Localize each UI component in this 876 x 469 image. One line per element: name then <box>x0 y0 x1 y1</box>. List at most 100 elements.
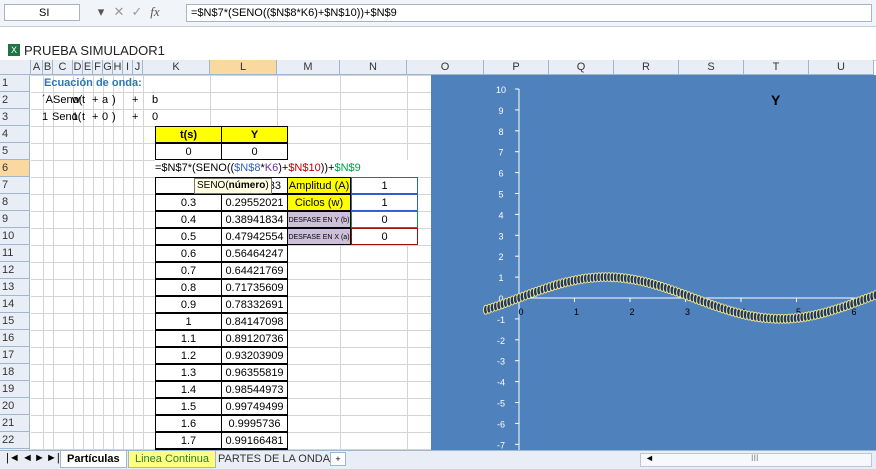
column-header-n[interactable]: N <box>340 60 407 75</box>
cell-y-15[interactable]: 0.9995736 <box>221 415 288 432</box>
cell-t-6[interactable]: 0.7 <box>155 262 222 279</box>
cell-t-5[interactable]: 0.6 <box>155 245 222 262</box>
row-header-9[interactable]: 9 <box>0 211 30 228</box>
column-header-l[interactable]: L <box>210 60 277 75</box>
row-header-2[interactable]: 2 <box>0 92 30 109</box>
prev-sheet-icon[interactable]: ◄ <box>22 452 33 464</box>
tab-particulas[interactable]: Partículas <box>60 451 127 468</box>
column-header-h[interactable]: H <box>113 60 123 75</box>
formula-input[interactable]: =$N$7*(SENO(($N$8*K6)+$N$10))+$N$9 <box>186 4 872 22</box>
cell-y-13[interactable]: 0.98544973 <box>221 381 288 398</box>
equation-value[interactable]: 1 <box>42 111 49 123</box>
last-sheet-icon[interactable]: ►| <box>46 452 60 464</box>
column-header-b[interactable]: B <box>43 60 53 75</box>
column-header-c[interactable]: C <box>53 60 73 75</box>
cell-y-5[interactable]: 0.56464247 <box>221 245 288 262</box>
row-header-16[interactable]: 16 <box>0 330 30 347</box>
row-header-11[interactable]: 11 <box>0 245 30 262</box>
row-header-14[interactable]: 14 <box>0 296 30 313</box>
equation-value[interactable]: + <box>132 111 139 123</box>
cell-y-7[interactable]: 0.71735609 <box>221 279 288 296</box>
cell-t-16[interactable]: 1.7 <box>155 432 222 449</box>
cancel-icon[interactable]: ✕ <box>113 4 125 19</box>
equation-value[interactable]: + <box>92 111 99 123</box>
cell-t-10[interactable]: 1.1 <box>155 330 222 347</box>
cell-t-11[interactable]: 1.2 <box>155 347 222 364</box>
row-header-18[interactable]: 18 <box>0 364 30 381</box>
param-value[interactable]: 0 <box>351 211 418 228</box>
equation-value[interactable]: Seno( <box>52 111 82 123</box>
tooltip-arg[interactable]: número <box>228 180 266 191</box>
cell-y-3[interactable]: 0.38941834 <box>221 211 288 228</box>
cell-t-14[interactable]: 1.5 <box>155 398 222 415</box>
column-header-k[interactable]: K <box>143 60 210 75</box>
header-y[interactable]: Y <box>221 126 288 143</box>
row-header-21[interactable]: 21 <box>0 415 30 432</box>
row-header-10[interactable]: 10 <box>0 228 30 245</box>
next-sheet-icon[interactable]: ► <box>34 452 45 464</box>
equation-value[interactable]: 1 <box>72 111 79 123</box>
cell-y-9[interactable]: 0.84147098 <box>221 313 288 330</box>
cell-t-12[interactable]: 1.3 <box>155 364 222 381</box>
fx-icon[interactable]: fx <box>150 4 160 19</box>
equation-value[interactable]: ) <box>112 111 116 123</box>
row-header-12[interactable]: 12 <box>0 262 30 279</box>
cell-t-3[interactable]: 0.4 <box>155 211 222 228</box>
column-header-f[interactable]: F <box>93 60 103 75</box>
cell-y-12[interactable]: 0.96355819 <box>221 364 288 381</box>
column-header-q[interactable]: Q <box>549 60 614 75</box>
row-header-17[interactable]: 17 <box>0 347 30 364</box>
column-header-g[interactable]: G <box>103 60 113 75</box>
cell-y-11[interactable]: 0.93203909 <box>221 347 288 364</box>
first-sheet-icon[interactable]: |◄ <box>6 452 20 464</box>
name-box[interactable]: SI <box>4 4 80 21</box>
cell-y-8[interactable]: 0.78332691 <box>221 296 288 313</box>
row-header-8[interactable]: 8 <box>0 194 30 211</box>
column-header-m[interactable]: M <box>277 60 340 75</box>
select-all-corner[interactable] <box>0 60 31 75</box>
column-header-t[interactable]: T <box>744 60 809 75</box>
param-value[interactable]: 1 <box>351 194 418 211</box>
param-value[interactable]: 0 <box>351 228 418 245</box>
row-header-20[interactable]: 20 <box>0 398 30 415</box>
row-header-15[interactable]: 15 <box>0 313 30 330</box>
cell-t-7[interactable]: 0.8 <box>155 279 222 296</box>
cell-t-2[interactable]: 0.3 <box>155 194 222 211</box>
header-t[interactable]: t(s) <box>155 126 222 143</box>
cell-y-6[interactable]: 0.64421769 <box>221 262 288 279</box>
row-header-4[interactable]: 4 <box>0 126 30 143</box>
column-header-s[interactable]: S <box>679 60 744 75</box>
row-header-22[interactable]: 22 <box>0 432 30 449</box>
equation-value[interactable]: 0 <box>102 111 109 123</box>
scroll-left-icon[interactable]: ◄ <box>645 453 654 463</box>
column-header-d[interactable]: D <box>73 60 83 75</box>
cell-t-4[interactable]: 0.5 <box>155 228 222 245</box>
row-header-3[interactable]: 3 <box>0 109 30 126</box>
cell-y-2[interactable]: 0.29552021 <box>221 194 288 211</box>
column-header-p[interactable]: P <box>484 60 549 75</box>
cell-y-14[interactable]: 0.99749499 <box>221 398 288 415</box>
row-header-19[interactable]: 19 <box>0 381 30 398</box>
dropdown-icon[interactable]: ▾ <box>97 4 105 19</box>
row-header-1[interactable]: 1 <box>0 75 30 92</box>
column-header-o[interactable]: O <box>407 60 484 75</box>
check-icon[interactable]: ✓ <box>131 4 143 19</box>
cell-t-13[interactable]: 1.4 <box>155 381 222 398</box>
column-header-r[interactable]: R <box>614 60 679 75</box>
row-header-13[interactable]: 13 <box>0 279 30 296</box>
cell-t-15[interactable]: 1.6 <box>155 415 222 432</box>
cell-edit-formula[interactable]: =$N$7*(SENO(($N$8*K6)+$N$10))+$N$9 <box>155 160 431 177</box>
tab-linea-continua[interactable]: Linea Continua <box>128 451 217 468</box>
cell-t-9[interactable]: 1 <box>155 313 222 330</box>
row-header-7[interactable]: 7 <box>0 177 30 194</box>
cell-y-16[interactable]: 0.99166481 <box>221 432 288 449</box>
column-header-u[interactable]: U <box>809 60 874 75</box>
horizontal-scrollbar[interactable]: ◄ III <box>640 453 872 467</box>
cell-y-10[interactable]: 0.89120736 <box>221 330 288 347</box>
param-value[interactable]: 1 <box>351 177 418 194</box>
insert-sheet-icon[interactable]: + <box>330 452 346 466</box>
row-header-6[interactable]: 6 <box>0 160 30 177</box>
column-header-i[interactable]: I <box>123 60 133 75</box>
cell-t-0[interactable]: 0 <box>155 143 222 160</box>
